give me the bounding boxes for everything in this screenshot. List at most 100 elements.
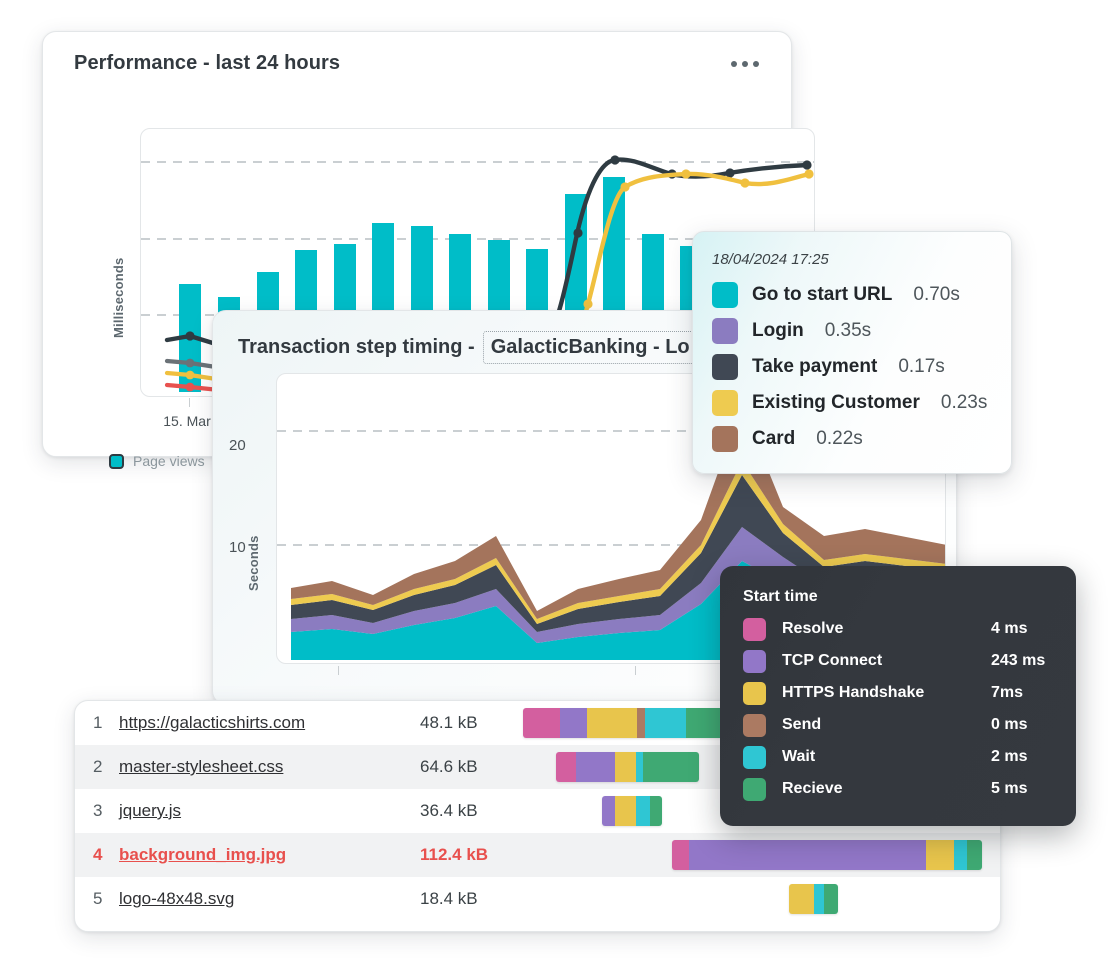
waterfall-bar[interactable]	[602, 796, 662, 826]
tooltip-rows: Go to start URL 0.70s Login 0.35s Take payme…	[712, 277, 991, 457]
row-index: 1	[93, 713, 103, 732]
row-index: 3	[93, 801, 103, 820]
table-row[interactable]: 4 background_img.jpg 112.4 kB	[75, 833, 1000, 877]
legend-swatch-icon	[109, 453, 124, 469]
start-time-tooltip: Start time Resolve 4 ms TCP Connect 243 ms H…	[720, 566, 1076, 826]
waterfall-bar[interactable]	[672, 840, 982, 870]
tooltip-row-value: 4 ms	[991, 620, 1028, 637]
waterfall-bar[interactable]	[556, 752, 699, 782]
waterfall-segment-resolve	[672, 840, 689, 870]
tooltip-row-value: 0.23s	[940, 392, 988, 413]
table-row[interactable]: 5 logo-48x48.svg 18.4 kB	[75, 877, 1000, 921]
resource-size: 112.4 kB	[420, 845, 489, 864]
color-swatch-icon	[712, 354, 738, 380]
color-swatch-icon	[743, 681, 766, 705]
tooltip-row-value: 0.35s	[824, 320, 872, 341]
color-swatch-icon	[712, 426, 738, 452]
color-swatch-icon	[743, 777, 766, 801]
waterfall-segment-https-handshake	[587, 708, 637, 738]
transaction-title: Transaction step timing -	[238, 336, 475, 358]
ellipsis-icon[interactable]	[729, 55, 761, 73]
legend-label: Page views	[133, 453, 205, 469]
tooltip-row-label: Login	[752, 320, 804, 341]
tooltip-row-label: Go to start URL	[752, 284, 893, 305]
tooltip-row-label: Send	[782, 716, 822, 733]
waterfall-segment-https-handshake	[789, 884, 814, 914]
tooltip-row: Login 0.35s	[712, 313, 991, 349]
waterfall-segment-wait	[636, 752, 643, 782]
trans-xtick-mark-1	[635, 666, 636, 675]
waterfall-segment-tcp-connect	[602, 796, 615, 826]
row-index: 4	[93, 845, 103, 864]
waterfall-segment-recieve	[650, 796, 662, 826]
waterfall-segment-wait	[645, 708, 686, 738]
tooltip-row: HTTPS Handshake 7ms	[743, 677, 1053, 709]
tooltip-row: Existing Customer 0.23s	[712, 385, 991, 421]
row-index: 5	[93, 889, 103, 908]
tooltip-row-label: TCP Connect	[782, 652, 883, 669]
resource-link[interactable]: master-stylesheet.css	[119, 757, 284, 776]
tooltip-row-value: 2 ms	[991, 748, 1028, 765]
trans-ytick-10: 10	[229, 539, 246, 556]
tooltip-row: Recieve 5 ms	[743, 773, 1053, 805]
transaction-select[interactable]: GalacticBanking - Lo	[482, 331, 697, 364]
tooltip-row-label: HTTPS Handshake	[782, 684, 925, 701]
tooltip-row: Send 0 ms	[743, 709, 1053, 741]
perf-xtick-label-0: 15. Mar	[163, 413, 211, 429]
resource-size: 18.4 kB	[420, 889, 478, 908]
waterfall-segment-send	[637, 708, 645, 738]
table-row[interactable]: 3 jquery.js 36.4 kB	[75, 789, 1000, 833]
tooltip-row-label: Card	[752, 428, 796, 449]
tooltip-row-label: Take payment	[752, 356, 878, 377]
tooltip-row: Take payment 0.17s	[712, 349, 991, 385]
tooltip-row: Wait 2 ms	[743, 741, 1053, 773]
page-title: Performance - last 24 hours	[74, 52, 341, 74]
tooltip-row: Card 0.22s	[712, 421, 991, 457]
trans-xtick-mark-0	[338, 666, 339, 675]
tooltip-rows: Resolve 4 ms TCP Connect 243 ms HTTPS Handsh…	[743, 613, 1053, 805]
color-swatch-icon	[743, 649, 766, 673]
waterfall-segment-resolve	[556, 752, 576, 782]
resource-size: 36.4 kB	[420, 801, 478, 820]
color-swatch-icon	[712, 318, 738, 344]
tooltip-row-label: Resolve	[782, 620, 844, 637]
waterfall-segment-https-handshake	[615, 752, 636, 782]
tooltip-row-value: 0.70s	[913, 284, 960, 305]
waterfall-segment-recieve	[643, 752, 699, 782]
row-index: 2	[93, 757, 103, 776]
tooltip-row: Resolve 4 ms	[743, 613, 1053, 645]
perf-xtick-mark	[189, 398, 190, 407]
resource-link[interactable]: background_img.jpg	[119, 845, 287, 864]
tooltip-row-label: Wait	[782, 748, 816, 765]
waterfall-bar[interactable]	[523, 708, 729, 738]
legend-item-page-views[interactable]: Page views	[109, 453, 205, 469]
trans-y-axis-label: Seconds	[246, 535, 261, 591]
waterfall-segment-wait	[814, 884, 824, 914]
resource-size: 48.1 kB	[420, 713, 478, 732]
waterfall-segment-resolve	[523, 708, 560, 738]
waterfall-segment-tcp-connect	[689, 840, 926, 870]
perf-y-axis-label: Milliseconds	[111, 257, 126, 338]
color-swatch-icon	[712, 390, 738, 416]
waterfall-bar[interactable]	[789, 884, 838, 914]
color-swatch-icon	[743, 745, 766, 769]
transaction-card-header: Transaction step timing - GalacticBankin…	[213, 311, 956, 364]
resource-link[interactable]: logo-48x48.svg	[119, 889, 235, 908]
tooltip-row: Go to start URL 0.70s	[712, 277, 991, 313]
tooltip-row-value: 0 ms	[991, 716, 1028, 733]
waterfall-segment-wait	[636, 796, 650, 826]
tooltip-row-value: 0.17s	[898, 356, 945, 377]
waterfall-segment-recieve	[967, 840, 982, 870]
trans-ytick-20: 20	[229, 437, 246, 454]
resource-link[interactable]: https://galacticshirts.com	[119, 713, 306, 732]
waterfall-row-list: 1 https://galacticshirts.com 48.1 kB 2 maste…	[75, 701, 1000, 921]
tooltip-timestamp: 18/04/2024 17:25	[712, 251, 829, 268]
tooltip-title: Start time	[743, 588, 818, 605]
tooltip-row: TCP Connect 243 ms	[743, 645, 1053, 677]
color-swatch-icon	[743, 617, 766, 641]
resource-link[interactable]: jquery.js	[119, 801, 182, 820]
waterfall-segment-https-handshake	[615, 796, 636, 826]
tooltip-row-value: 7ms	[991, 684, 1024, 701]
waterfall-segment-recieve	[824, 884, 838, 914]
